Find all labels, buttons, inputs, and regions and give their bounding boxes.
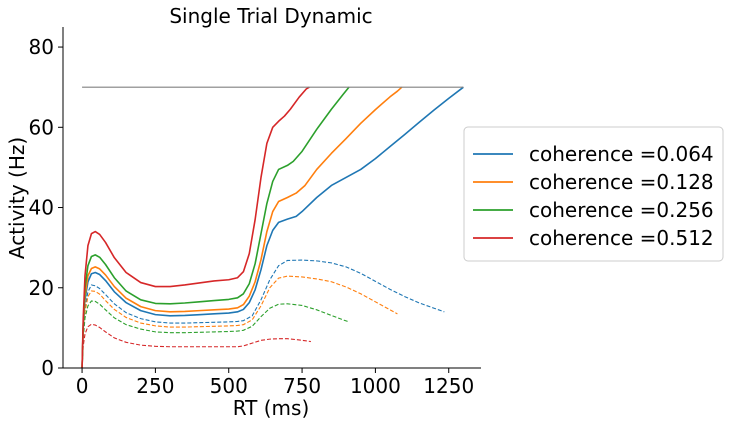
axes — [62, 27, 481, 369]
series-0-dashed-line — [81, 259, 445, 369]
x-tick-label: 1250 — [423, 374, 474, 398]
legend-label-2: coherence =0.256 — [529, 198, 714, 222]
y-tick-label: 0 — [41, 356, 54, 380]
chart-title: Single Trial Dynamic — [169, 4, 372, 28]
x-axis-label: RT (ms) — [233, 396, 310, 420]
y-axis-label: Activity (Hz) — [5, 137, 29, 259]
x-tick-label: 250 — [136, 374, 174, 398]
y-axis-ticks: 0 20 40 60 80 — [29, 35, 63, 380]
x-axis-ticks: 0 250 500 750 1000 1250 — [76, 368, 474, 398]
x-tick-label: 1000 — [350, 374, 401, 398]
series-2-solid-line — [81, 86, 350, 369]
legend-label-3: coherence =0.512 — [529, 226, 714, 250]
series-1-dashed-line — [81, 275, 398, 369]
legend: coherence =0.064 coherence =0.128 coherenc… — [463, 126, 724, 262]
legend-box — [463, 126, 724, 262]
plot-area — [81, 86, 464, 369]
y-tick-label: 80 — [29, 35, 54, 59]
legend-label-0: coherence =0.064 — [529, 142, 714, 166]
y-tick-label: 20 — [29, 276, 54, 300]
series-3-solid-line — [81, 86, 310, 369]
series-1-solid-line — [81, 86, 403, 369]
series-3-dashed-line — [81, 323, 311, 369]
y-tick-label: 40 — [29, 196, 54, 220]
x-tick-label: 750 — [283, 374, 321, 398]
x-tick-label: 0 — [76, 374, 89, 398]
series-2-dashed-line — [81, 300, 350, 369]
x-tick-label: 500 — [210, 374, 248, 398]
legend-label-1: coherence =0.128 — [529, 170, 714, 194]
series-0-solid-line — [81, 86, 464, 369]
y-tick-label: 60 — [29, 115, 54, 139]
